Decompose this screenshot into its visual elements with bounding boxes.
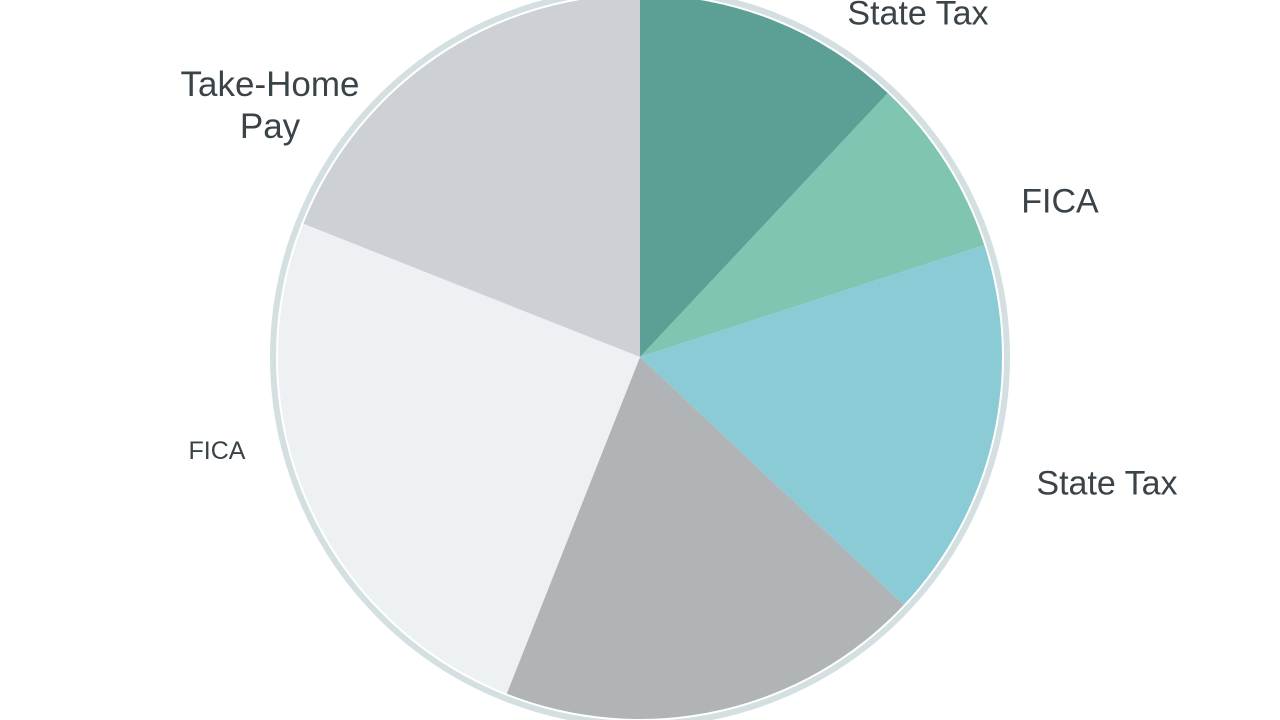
slice-label: State Tax: [847, 0, 989, 33]
pie-slice: [278, 223, 640, 694]
slice-label: Take-Home Pay: [180, 65, 360, 146]
pie-slice: [640, 245, 1003, 605]
pie-slice: [506, 357, 904, 719]
pie: [278, 0, 1003, 719]
slice-label: FICA: [188, 437, 246, 465]
slice-label: State Tax: [1036, 464, 1178, 503]
pie-slice: [303, 0, 640, 357]
pie-slice: [640, 0, 888, 357]
pie-rim: [270, 0, 1010, 720]
slice-label: FICA: [1021, 182, 1099, 221]
pie-slice: [640, 93, 985, 358]
